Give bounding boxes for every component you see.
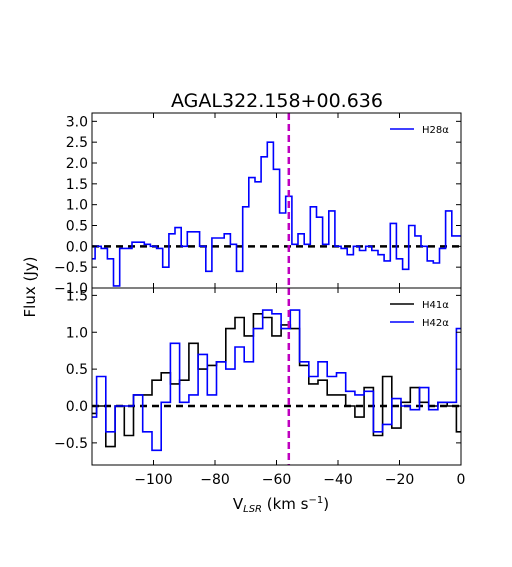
- legend-label: H42α: [422, 318, 449, 329]
- legend-label: H41α: [422, 300, 449, 311]
- x-tick-label: −60: [262, 472, 292, 488]
- top-panel: −1.0 −0.5 0.0 0.5 1.0 1.5 2.0 2.5 3.0 H28α: [54, 112, 462, 297]
- y-tick-label: 0.5: [66, 219, 88, 235]
- x-tick-label: −80: [200, 472, 230, 488]
- chart-title: AGAL322.158+00.636: [171, 90, 383, 112]
- x-tick-label: −20: [385, 472, 415, 488]
- x-axis-label: VLSR (km s−1): [233, 495, 329, 515]
- series-line-bottom-1: [92, 309, 461, 452]
- y-tick-label: 2.5: [66, 135, 88, 151]
- y-tick-label: 0.0: [66, 399, 88, 415]
- legend-label: H28α: [422, 125, 449, 136]
- x-tick-label: −100: [134, 472, 172, 488]
- series-line-top-0: [92, 141, 461, 287]
- y-tick-label: 0.0: [66, 239, 88, 255]
- axes-frame: [91, 112, 462, 289]
- y-tick-label: 0.5: [66, 362, 88, 378]
- y-tick-label: 1.5: [66, 288, 88, 304]
- y-tick-label: −1.0: [54, 281, 88, 297]
- y-tick-label: 1.0: [66, 325, 88, 341]
- x-tick-label: 0: [457, 472, 466, 488]
- y-axis-label: Flux (Jy): [21, 257, 39, 318]
- y-tick-label: 2.0: [66, 156, 88, 172]
- y-tick-label: 1.0: [66, 198, 88, 214]
- series-line-bottom-0: [92, 313, 461, 448]
- y-tick-label: −0.5: [54, 436, 88, 452]
- bottom-panel: −0.5 0.0 0.5 1.0 1.5 H41α H42α −100 −80 −60 −40 −20…: [54, 287, 466, 488]
- y-tick-label: 3.0: [66, 114, 88, 130]
- y-tick-label: −0.5: [54, 260, 88, 276]
- y-tick-label: 1.5: [66, 177, 88, 193]
- x-tick-label: −40: [323, 472, 353, 488]
